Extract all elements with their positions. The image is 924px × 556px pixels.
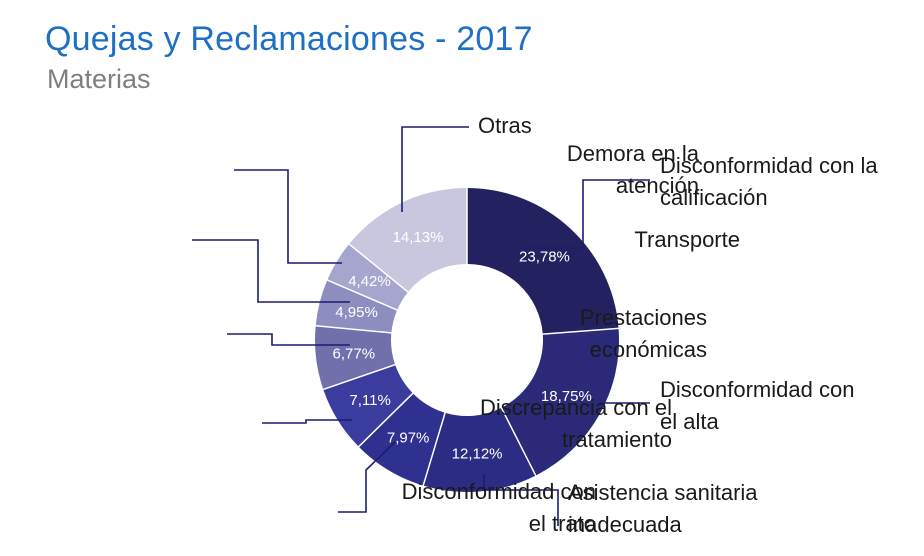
category-label-line: Demora en la xyxy=(566,141,699,166)
chart-title: Quejas y Reclamaciones - 2017 xyxy=(45,20,533,58)
category-label-line: atención xyxy=(615,173,699,198)
category-label: Demora en la atención xyxy=(567,138,699,202)
donut-slice-8 xyxy=(327,244,408,310)
slice-value-label: 14,13% xyxy=(393,229,444,246)
slice-value-label: 4,42% xyxy=(348,273,391,290)
category-label: Disconformidad con la calificación xyxy=(660,150,878,214)
category-label-line: Disconformidad con la xyxy=(660,153,878,178)
leader-line xyxy=(401,126,469,212)
donut-slice-2 xyxy=(502,329,619,476)
donut-slice-7 xyxy=(315,280,397,333)
category-label-line: el alta xyxy=(660,409,719,434)
category-label-line: tratamiento xyxy=(561,427,672,452)
category-label-line: el trato xyxy=(528,511,596,536)
donut-slice-3 xyxy=(423,408,536,492)
category-label: Otras xyxy=(478,110,532,142)
category-label-line: calificación xyxy=(660,185,768,210)
leader-line xyxy=(192,239,350,303)
donut-slice-5 xyxy=(323,365,413,447)
leader-line xyxy=(227,333,350,346)
slice-value-label: 23,78% xyxy=(519,248,570,265)
category-label: Prestaciones económicas xyxy=(580,302,707,366)
leader-line xyxy=(234,169,342,264)
category-label-line: económicas xyxy=(589,337,707,362)
category-label: Transporte xyxy=(634,224,740,256)
slice-value-label: 18,75% xyxy=(541,388,592,405)
category-label: Disconformidad con el alta xyxy=(660,374,854,438)
category-label-line: Discrepancia con el xyxy=(480,395,672,420)
slice-value-label: 6,77% xyxy=(333,345,376,362)
donut-slice-9 xyxy=(349,188,467,292)
slice-value-label: 12,12% xyxy=(452,446,503,463)
category-label: Asistencia sanitaria inadecuada xyxy=(568,477,758,541)
category-label: Discrepancia con el tratamiento xyxy=(480,392,672,456)
category-label-line: Prestaciones xyxy=(579,305,707,330)
slice-value-label: 7,97% xyxy=(387,430,430,447)
category-label-line: Disconformidad con xyxy=(401,479,596,504)
category-label: Disconformidad con el trato xyxy=(402,476,596,540)
slice-value-label: 4,95% xyxy=(335,304,378,321)
donut-slice-1 xyxy=(467,188,619,334)
leader-line xyxy=(338,441,396,513)
slice-value-label: 7,11% xyxy=(349,392,390,409)
leader-line xyxy=(525,179,650,249)
category-label-line: Otras xyxy=(478,113,532,138)
category-label-line: Asistencia sanitaria xyxy=(568,480,758,505)
donut-slice-4 xyxy=(359,393,445,486)
leader-line xyxy=(483,474,559,526)
donut-slice-6 xyxy=(315,326,395,389)
category-label-line: Disconformidad con xyxy=(660,377,855,402)
category-label-line: Transporte xyxy=(634,227,740,252)
chart-subtitle: Materias xyxy=(47,64,151,94)
leader-line xyxy=(262,419,352,424)
category-label-line: inadecuada xyxy=(568,512,682,537)
